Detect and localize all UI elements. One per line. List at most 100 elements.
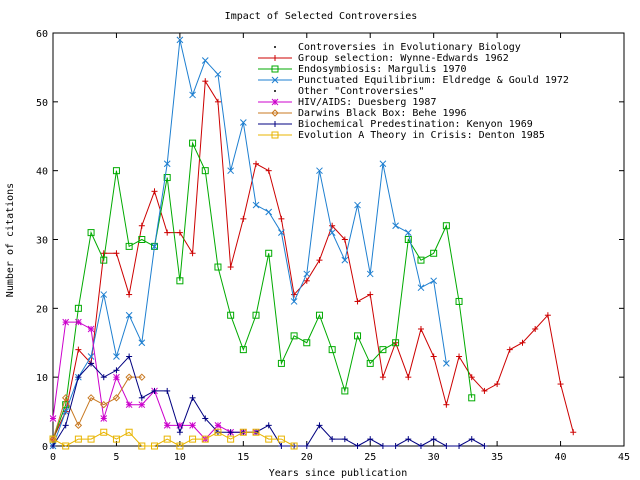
series-layer [49, 36, 577, 450]
data-point [405, 374, 412, 381]
data-point [227, 167, 234, 175]
data-point [189, 139, 197, 147]
data-point [112, 435, 120, 443]
data-point [240, 215, 247, 222]
data-point [404, 229, 412, 236]
data-point [50, 443, 56, 449]
data-point [100, 400, 108, 409]
data-point [392, 443, 399, 449]
data-point [214, 70, 222, 78]
data-point [430, 353, 437, 360]
data-point [189, 250, 196, 257]
data-point [138, 339, 146, 347]
data-point [405, 436, 412, 443]
data-point [303, 339, 311, 347]
chart-title: Impact of Selected Controversies [225, 11, 418, 22]
data-point [227, 264, 234, 271]
data-point [481, 387, 488, 394]
data-point [252, 201, 260, 209]
data-point [278, 229, 285, 236]
data-point [151, 188, 158, 195]
y-tick-label: 30 [36, 236, 48, 247]
data-point [278, 215, 285, 222]
data-point [316, 422, 323, 429]
data-point [417, 284, 425, 292]
legend-label: Controversies in Evolutionary Biology [298, 42, 521, 53]
data-point [176, 429, 183, 436]
data-point [126, 353, 133, 360]
legend-label: Punctuated Equilibrium: Eldredge & Gould… [298, 75, 569, 86]
legend-label: Darwins Black Box: Behe 1996 [298, 108, 467, 119]
data-point [265, 249, 273, 257]
data-point [125, 311, 133, 319]
legend-label: HIV/AIDS: Duesberg 1987 [298, 97, 436, 108]
data-point [87, 325, 95, 333]
legend-label: Endosymbiosis: Margulis 1970 [298, 64, 467, 75]
data-point [125, 401, 133, 409]
data-point [379, 374, 386, 381]
data-point [87, 353, 95, 360]
data-point [468, 374, 475, 381]
data-point [163, 160, 171, 168]
data-point [49, 435, 57, 443]
data-point [494, 381, 501, 388]
data-point [354, 332, 362, 340]
data-point [252, 311, 260, 319]
data-point [49, 415, 57, 422]
x-tick-label: 15 [237, 452, 249, 463]
data-point [277, 359, 285, 367]
data-point [189, 421, 196, 429]
data-point [87, 394, 95, 402]
series-line [52, 141, 473, 440]
data-point [74, 421, 83, 430]
data-point [201, 167, 209, 175]
data-point [290, 298, 298, 305]
data-point [456, 443, 463, 449]
data-point [379, 160, 387, 168]
data-point [253, 160, 260, 167]
data-point [379, 443, 386, 449]
data-point [189, 435, 197, 443]
series-7 [50, 353, 488, 449]
x-tick-label: 45 [618, 452, 630, 463]
data-point [328, 229, 336, 236]
data-point [328, 346, 336, 354]
data-point [316, 167, 323, 175]
data-point [366, 359, 374, 367]
data-point [75, 346, 82, 353]
legend-label: Group selection: Wynne-Edwards 1962 [298, 53, 509, 64]
series-6 [49, 373, 146, 443]
data-point [442, 222, 450, 230]
x-tick-label: 35 [491, 452, 503, 463]
series-line [52, 321, 257, 440]
data-point [430, 249, 438, 257]
data-point [176, 277, 184, 285]
data-point [341, 236, 348, 243]
data-point [125, 373, 133, 381]
data-point [341, 387, 349, 395]
series-line [52, 376, 142, 440]
series-1 [50, 78, 577, 443]
y-tick-label: 50 [36, 98, 48, 109]
data-point [303, 443, 310, 449]
y-tick-label: 0 [42, 442, 48, 453]
data-point [201, 435, 209, 443]
data-point [75, 318, 82, 326]
data-point [125, 242, 133, 250]
data-point [316, 257, 323, 264]
legend-marker [271, 76, 279, 84]
data-point [532, 325, 539, 332]
x-tick-label: 20 [301, 452, 313, 463]
data-point [265, 208, 273, 216]
data-point [151, 387, 158, 394]
data-point [354, 443, 361, 449]
data-point [506, 346, 513, 353]
data-point [366, 270, 374, 278]
data-point [74, 304, 82, 312]
data-point [163, 421, 171, 429]
x-axis-label: Years since publication [269, 468, 407, 479]
data-point [417, 325, 424, 332]
data-point [163, 174, 171, 182]
legend-marker [272, 55, 278, 61]
